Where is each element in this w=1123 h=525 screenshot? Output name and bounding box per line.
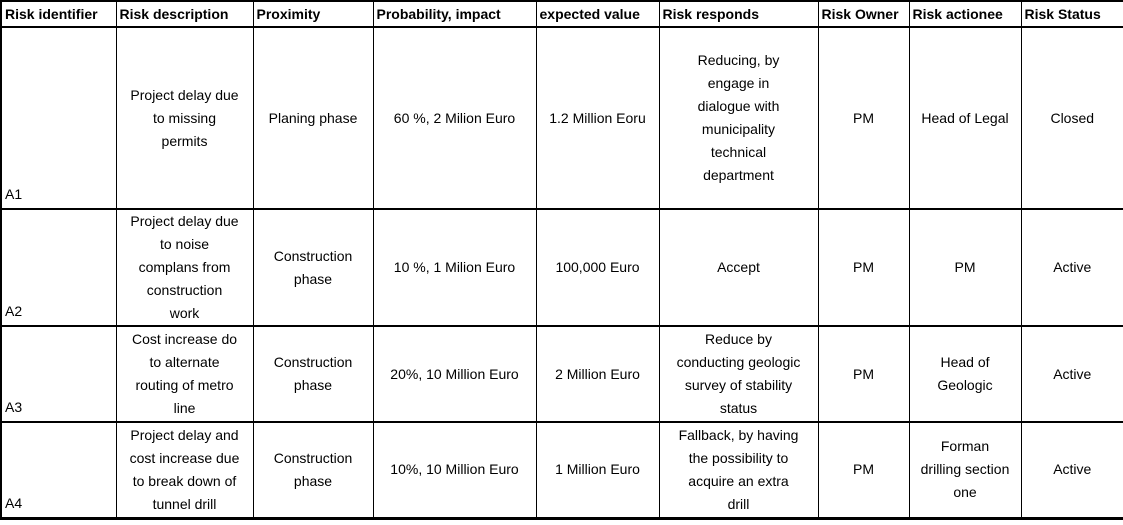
- cell-risk-actionee: Head of Geologic: [908, 325, 1022, 423]
- cell-risk-status: Active: [1020, 208, 1123, 327]
- cell-risk-status: Active: [1020, 421, 1123, 519]
- table-body: A1 Project delay due to missing permits …: [0, 26, 1123, 519]
- cell-risk-owner: PM: [817, 325, 910, 423]
- cell-risk-description: Cost increase do to alternate routing of…: [115, 325, 254, 423]
- header-risk-description: Risk description: [115, 0, 254, 28]
- cell-risk-responds: Reducing, by engage in dialogue with mun…: [658, 26, 819, 210]
- cell-probability-impact: 60 %, 2 Milion Euro: [372, 26, 537, 210]
- cell-risk-owner: PM: [817, 26, 910, 210]
- cell-risk-identifier: A1: [0, 26, 117, 210]
- table-row: A1 Project delay due to missing permits …: [0, 26, 1123, 210]
- header-proximity: Proximity: [252, 0, 374, 28]
- cell-risk-responds: Fallback, by having the possibility to a…: [658, 421, 819, 519]
- cell-expected-value: 100,000 Euro: [535, 208, 660, 327]
- cell-risk-description: Project delay due to noise complans from…: [115, 208, 254, 327]
- cell-expected-value: 1.2 Million Eoru: [535, 26, 660, 210]
- table-row: A3 Cost increase do to alternate routing…: [0, 325, 1123, 423]
- header-risk-actionee: Risk actionee: [908, 0, 1022, 28]
- cell-risk-description: Project delay and cost increase due to b…: [115, 421, 254, 519]
- table-row: A2 Project delay due to noise complans f…: [0, 208, 1123, 327]
- header-risk-identifier: Risk identifier: [0, 0, 117, 28]
- cell-risk-actionee: Head of Legal: [908, 26, 1022, 210]
- header-risk-owner: Risk Owner: [817, 0, 910, 28]
- header-expected-value: expected value: [535, 0, 660, 28]
- cell-risk-identifier: A4: [0, 421, 117, 519]
- cell-risk-identifier: A2: [0, 208, 117, 327]
- table-header: Risk identifier Risk description Proximi…: [0, 0, 1123, 28]
- table-row: A4 Project delay and cost increase due t…: [0, 421, 1123, 519]
- cell-probability-impact: 10%, 10 Million Euro: [372, 421, 537, 519]
- cell-probability-impact: 20%, 10 Million Euro: [372, 325, 537, 423]
- cell-risk-responds: Reduce by conducting geologic survey of …: [658, 325, 819, 423]
- cell-risk-actionee: Forman drilling section one: [908, 421, 1022, 519]
- cell-probability-impact: 10 %, 1 Milion Euro: [372, 208, 537, 327]
- header-probability-impact: Probability, impact: [372, 0, 537, 28]
- cell-risk-actionee: PM: [908, 208, 1022, 327]
- cell-proximity: Construction phase: [252, 325, 374, 423]
- cell-risk-status: Closed: [1020, 26, 1123, 210]
- cell-risk-responds: Accept: [658, 208, 819, 327]
- header-row: Risk identifier Risk description Proximi…: [0, 0, 1123, 28]
- header-risk-responds: Risk responds: [658, 0, 819, 28]
- cell-proximity: Construction phase: [252, 421, 374, 519]
- cell-proximity: Construction phase: [252, 208, 374, 327]
- cell-expected-value: 2 Million Euro: [535, 325, 660, 423]
- cell-risk-identifier: A3: [0, 325, 117, 423]
- header-risk-status: Risk Status: [1020, 0, 1123, 28]
- cell-expected-value: 1 Million Euro: [535, 421, 660, 519]
- cell-proximity: Planing phase: [252, 26, 374, 210]
- cell-risk-description: Project delay due to missing permits: [115, 26, 254, 210]
- cell-risk-status: Active: [1020, 325, 1123, 423]
- cell-risk-owner: PM: [817, 208, 910, 327]
- cell-risk-owner: PM: [817, 421, 910, 519]
